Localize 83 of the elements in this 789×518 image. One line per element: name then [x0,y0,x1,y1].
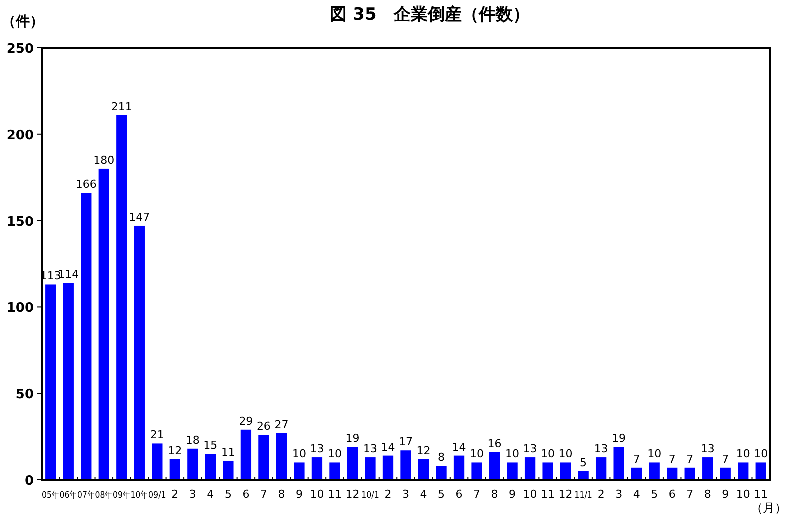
x-tick-label: 11 [328,488,342,501]
x-tick-label: 2 [598,488,605,501]
x-tick-label: 4 [633,488,640,501]
data-label: 166 [76,178,97,192]
x-tick-label: 5 [651,488,658,501]
data-label: 13 [523,442,538,456]
data-label: 12 [168,444,182,458]
data-label: 18 [186,434,200,447]
x-tick-label: 12 [558,488,573,501]
x-tick-label: 9 [296,488,303,501]
x-tick-label: 6 [242,488,250,501]
data-label: 10 [292,448,306,461]
data-label: 29 [239,414,254,428]
x-tick-label: 7 [260,488,268,501]
x-tick-label: 7 [474,488,481,501]
data-label: 17 [399,436,413,449]
x-tick-label: 11/1 [574,491,595,501]
data-label: 21 [150,428,164,442]
data-label: 211 [111,100,132,114]
x-tick-label: 4 [420,488,428,501]
x-tick-label: 11 [754,488,768,501]
y-tick-label: 0 [24,474,34,489]
data-label: 16 [488,437,502,450]
data-label: 26 [256,420,271,434]
x-tick-label: 9 [509,488,516,501]
data-label: 27 [274,418,289,432]
data-label: 7 [668,452,676,466]
data-label: 10 [754,448,768,461]
data-label: 11 [221,446,236,459]
x-axis-title: （月） [751,501,787,515]
x-tick-label: 5 [438,488,446,501]
x-tick-label: 3 [402,488,410,501]
chart-title: 図 35 企業倒産（件数） [330,5,530,25]
x-tick-label: 3 [189,488,196,501]
x-tick-label: 7 [686,488,694,501]
x-tick-label: 2 [172,488,179,501]
data-label: 15 [204,439,218,452]
x-tick-label: 10 [523,488,538,501]
data-label: 10 [470,448,484,461]
y-tick-label: 50 [16,388,34,403]
data-label: 19 [612,432,626,446]
data-label: 7 [722,452,730,466]
y-tick-label: 250 [6,42,34,57]
data-label: 147 [129,210,150,224]
data-label: 13 [363,442,378,456]
x-tick-label: 09/1 [148,491,169,501]
y-tick-label: 100 [6,301,34,316]
x-tick-label: 3 [616,488,623,501]
x-tick-label: 5 [224,488,232,501]
data-label: 180 [94,154,115,167]
data-label: 10 [736,448,750,461]
x-tick-label: 6 [668,488,676,501]
data-label: 10 [648,448,662,461]
data-label: 13 [700,442,715,456]
x-tick-label: 10 [310,488,324,501]
x-tick-label: 12 [346,488,360,501]
data-label: 10 [328,448,342,461]
data-label: 10 [541,448,556,461]
y-tick-label: 150 [6,214,34,230]
data-label: 7 [686,452,694,466]
x-tick-label: 8 [704,488,712,501]
data-label: 8 [438,451,446,464]
data-label: 7 [633,452,640,466]
x-tick-label: 10/1 [362,491,382,501]
data-label: 19 [346,432,360,446]
x-tick-label: 11 [541,488,556,501]
data-label: 14 [452,440,466,454]
data-label: 13 [310,442,324,456]
data-label: 10 [506,448,520,461]
x-tick-label: 8 [491,488,498,501]
x-tick-label: 10 [736,488,750,501]
data-label: 14 [381,440,396,454]
y-tick-label: 200 [6,128,34,144]
x-tick-label: 4 [207,488,214,501]
y-axis-title: （件） [2,14,44,30]
data-label: 5 [580,456,588,470]
x-tick-label: 9 [722,488,730,501]
data-label: 10 [558,448,573,461]
data-label: 13 [594,442,608,456]
x-tick-label: 8 [278,488,286,501]
data-label: 12 [416,444,431,458]
x-tick-label: 6 [456,488,463,501]
x-tick-label: 2 [384,488,392,501]
